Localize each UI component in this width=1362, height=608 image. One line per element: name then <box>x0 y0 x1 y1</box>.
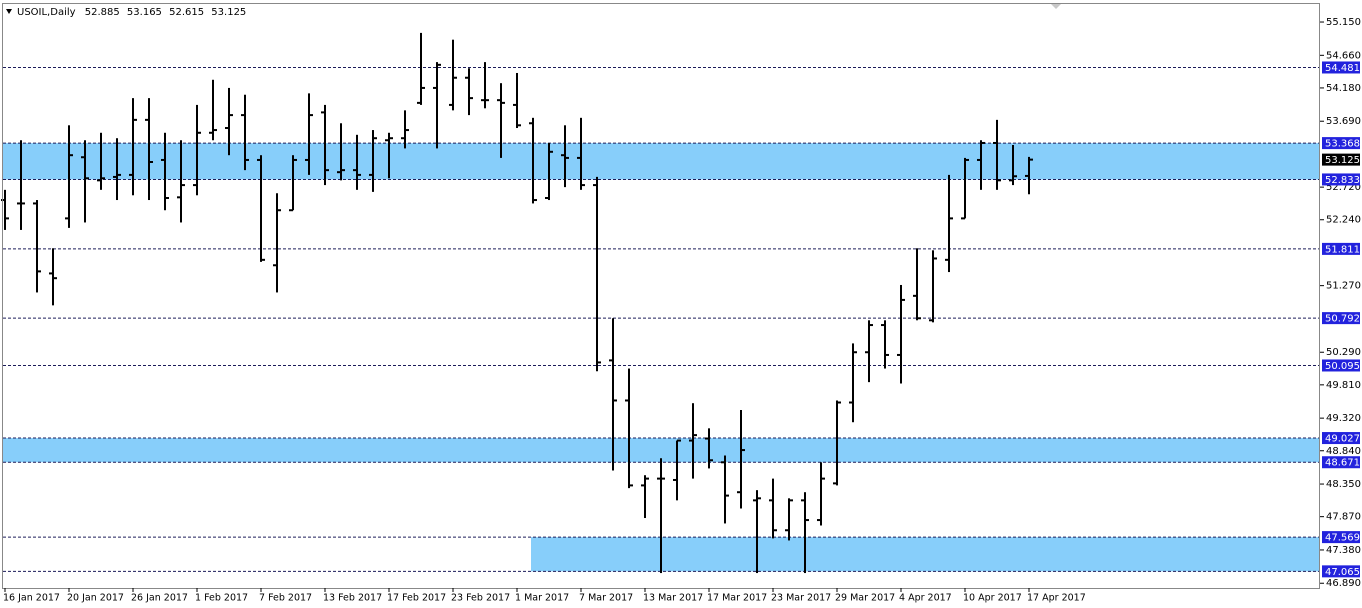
level-label-box <box>1322 153 1360 166</box>
level-label: 53.368 <box>1325 139 1360 150</box>
axes: 55.150 54.660 54.180 53.690 52.720 52.240 51.2… <box>3 17 1361 603</box>
y-tick-label: 54.660 <box>1326 50 1361 61</box>
y-tick-label: 55.150 <box>1326 17 1361 28</box>
level-label-box <box>1322 242 1360 255</box>
level-label-box <box>1322 456 1360 469</box>
header-low: 52.615 <box>169 7 204 18</box>
x-tick-label: 17 Mar 2017 <box>707 593 767 604</box>
y-tick-label: 48.840 <box>1326 446 1361 457</box>
y-tick-label: 46.890 <box>1326 578 1361 589</box>
level-label: 47.569 <box>1325 533 1360 544</box>
x-tick-label: 13 Feb 2017 <box>323 593 382 604</box>
y-tick-label: 52.720 <box>1326 182 1361 193</box>
level-label: 49.027 <box>1325 434 1360 445</box>
level-label: 48.671 <box>1325 458 1360 469</box>
menu-arrow[interactable] <box>6 9 12 14</box>
zone <box>3 143 1320 180</box>
level-label: 51.811 <box>1325 244 1360 255</box>
x-tick-label: 17 Feb 2017 <box>387 593 446 604</box>
level-label-box <box>1322 61 1360 74</box>
bars <box>1 32 1033 574</box>
level-label: 52.833 <box>1325 175 1360 186</box>
level-label: 50.095 <box>1325 361 1360 372</box>
level-label-box <box>1322 312 1360 325</box>
y-tick-label: 49.320 <box>1326 413 1361 424</box>
y-tick-label: 48.350 <box>1326 479 1361 490</box>
level-label-box <box>1322 137 1360 150</box>
header-close: 53.125 <box>211 7 246 18</box>
x-tick-label: 13 Mar 2017 <box>643 593 703 604</box>
header: USOIL,Daily 52.885 53.165 52.615 53.125 <box>17 7 246 18</box>
y-tick-label: 52.240 <box>1326 215 1361 226</box>
plot-frame <box>2 3 1320 589</box>
x-tick-label: 23 Feb 2017 <box>451 593 510 604</box>
y-tick-label: 50.290 <box>1326 347 1361 358</box>
level-label-box <box>1322 531 1360 544</box>
symbol: USOIL,Daily <box>17 7 76 18</box>
x-tick-label: 29 Mar 2017 <box>835 593 895 604</box>
x-tick-label: 10 Apr 2017 <box>963 593 1022 604</box>
y-tick-label: 47.380 <box>1326 545 1361 556</box>
zone <box>3 438 1320 463</box>
x-tick-label: 26 Jan 2017 <box>131 593 188 604</box>
level-label: 53.125 <box>1325 155 1360 166</box>
y-tick-label: 51.270 <box>1326 281 1361 292</box>
x-tick-label: 7 Feb 2017 <box>259 593 312 604</box>
header-open: 52.885 <box>85 7 120 18</box>
level-label: 50.792 <box>1325 314 1360 325</box>
level-label-box <box>1322 173 1360 186</box>
level-label-box <box>1322 432 1360 445</box>
y-tick-label: 47.870 <box>1326 512 1361 523</box>
x-tick-label: 17 Apr 2017 <box>1027 593 1086 604</box>
level-labels: 52.833 53.368 48.671 49.027 47.065 47.569 54.4… <box>1322 61 1360 578</box>
x-tick-label: 7 Mar 2017 <box>579 593 633 604</box>
y-tick-label: 53.690 <box>1326 116 1361 127</box>
zones <box>3 143 1320 572</box>
shift-marker <box>1051 4 1061 9</box>
x-tick-label: 16 Jan 2017 <box>3 593 60 604</box>
level-label-box <box>1322 565 1360 578</box>
x-tick-label: 1 Feb 2017 <box>195 593 248 604</box>
y-tick-label: 54.180 <box>1326 83 1361 94</box>
levels <box>3 66 1320 572</box>
x-tick-label: 20 Jan 2017 <box>67 593 124 604</box>
zone <box>531 537 1320 572</box>
x-tick-label: 1 Mar 2017 <box>515 593 569 604</box>
level-label: 54.481 <box>1325 63 1360 74</box>
header-high: 53.165 <box>127 7 162 18</box>
x-tick-label: 23 Mar 2017 <box>771 593 831 604</box>
y-tick-label: 49.810 <box>1326 380 1361 391</box>
level-label: 47.065 <box>1325 567 1360 578</box>
level-label-box <box>1322 359 1360 372</box>
x-tick-label: 4 Apr 2017 <box>899 593 952 604</box>
